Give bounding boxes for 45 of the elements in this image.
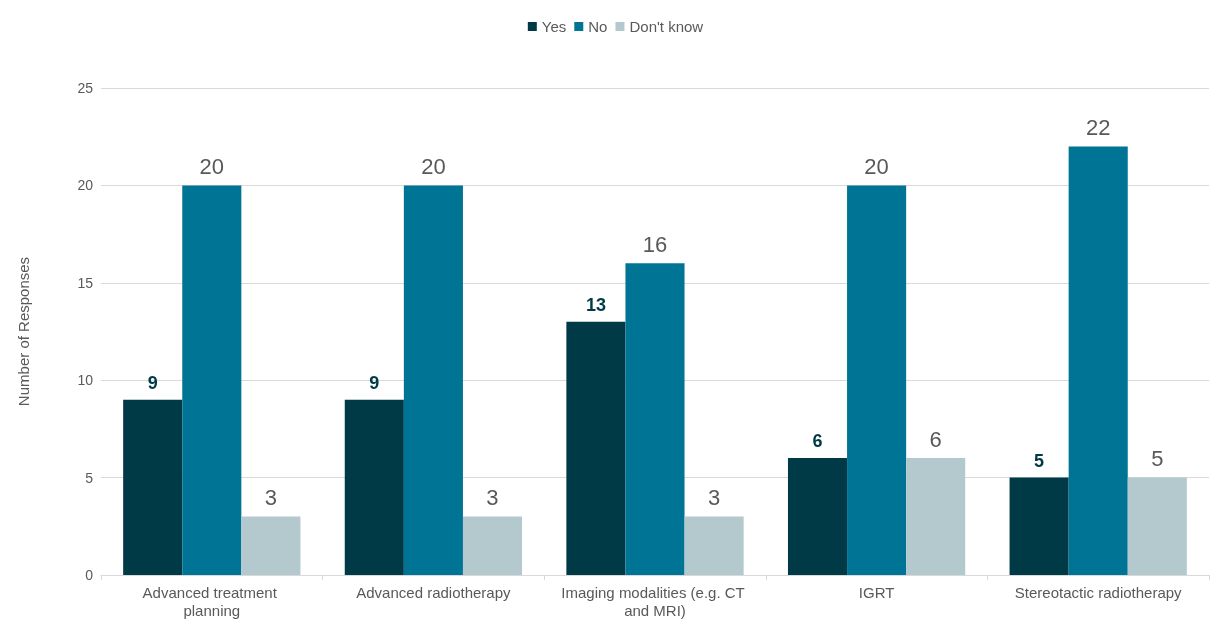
y-tick-label: 0	[85, 567, 94, 583]
bar	[906, 458, 966, 575]
data-label: 3	[264, 485, 278, 511]
data-label: 9	[369, 372, 380, 393]
legend-label: No	[588, 18, 608, 35]
x-tick-label: Imaging modalities (e.g. CT and MRI)	[561, 583, 749, 619]
data-label: 20	[864, 153, 889, 179]
legend-label: Don't know	[629, 18, 704, 35]
y-tick-label: 5	[85, 469, 94, 486]
legend-label: Yes	[541, 18, 567, 35]
bar	[684, 516, 744, 575]
y-axis-title: Number of Responses	[15, 256, 32, 407]
data-label: 5	[1151, 446, 1164, 472]
data-label: 13	[585, 294, 606, 315]
bar	[344, 399, 404, 575]
data-label: 3	[707, 485, 721, 511]
data-label: 22	[1085, 114, 1111, 140]
bar	[1009, 477, 1069, 575]
data-label: 3	[486, 485, 499, 511]
bar	[1127, 477, 1187, 575]
bar	[566, 321, 626, 575]
data-label: 6	[929, 426, 942, 452]
data-label: 6	[812, 431, 823, 452]
y-tick-label: 15	[77, 274, 94, 291]
data-label: 20	[199, 153, 225, 179]
y-tick-label: 10	[77, 372, 94, 389]
data-label: 5	[1034, 450, 1045, 471]
data-label: 20	[421, 153, 446, 179]
data-label: 16	[642, 231, 668, 257]
bar	[847, 185, 907, 575]
bar	[403, 185, 463, 575]
bar	[123, 399, 183, 575]
bar	[1068, 146, 1128, 575]
x-tick-label: Advanced treatment planning	[142, 583, 282, 619]
x-tick-label: Stereotactic radiotherapy	[1014, 583, 1183, 601]
bar	[625, 263, 685, 575]
bar	[787, 458, 848, 575]
bar	[182, 185, 242, 575]
x-tick-label: IGRT	[858, 583, 895, 601]
bar	[462, 516, 523, 575]
y-tick-label: 20	[77, 177, 94, 194]
y-tick-label: 25	[77, 80, 94, 96]
x-tick-label: Advanced radiotherapy	[356, 583, 512, 601]
bar	[241, 516, 301, 575]
data-label: 9	[147, 372, 158, 393]
